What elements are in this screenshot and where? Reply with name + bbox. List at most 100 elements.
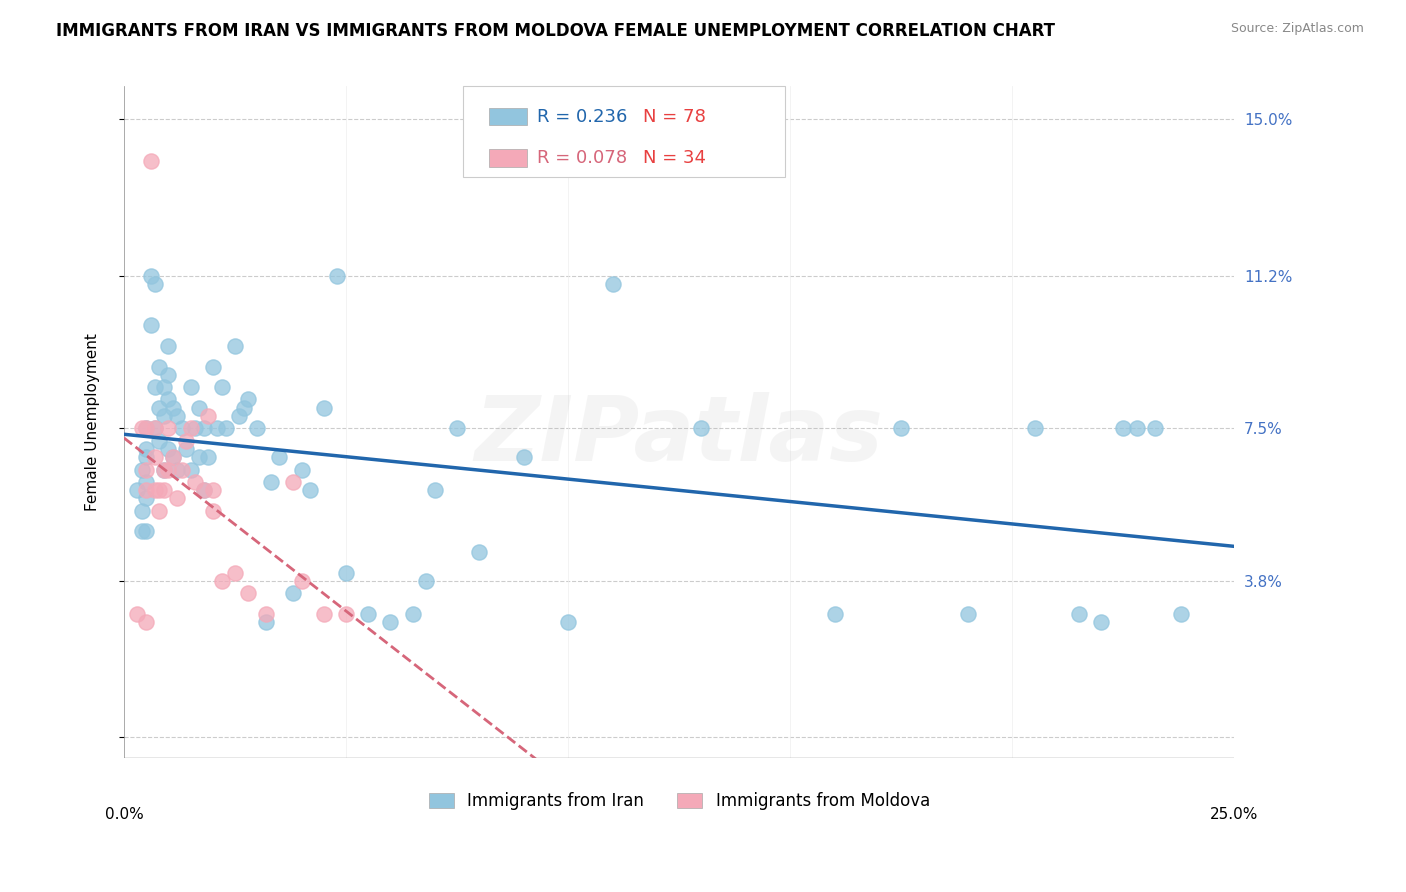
Point [205,421,228,435]
Point [174,442,197,456]
Point [148,504,170,518]
Point [291,462,314,476]
Point [135,421,157,435]
Point [246,421,269,435]
Point [201,504,224,518]
Point [135,421,157,435]
Point [166,491,188,506]
Point [281,586,304,600]
Point [1090,615,1112,629]
Point [143,277,166,292]
Point [135,475,157,489]
Point [423,483,446,497]
Point [131,462,153,476]
Point [127,607,149,621]
Point [228,409,250,423]
Point [269,450,291,465]
Point [153,483,176,497]
Point [127,483,149,497]
Point [1126,421,1149,435]
Point [193,483,215,497]
Point [357,607,380,621]
Point [135,524,157,539]
Y-axis label: Female Unemployment: Female Unemployment [86,334,100,511]
Point [166,462,188,476]
Point [170,462,193,476]
Point [148,434,170,448]
Point [401,607,423,621]
Text: IMMIGRANTS FROM IRAN VS IMMIGRANTS FROM MOLDOVA FEMALE UNEMPLOYMENT CORRELATION : IMMIGRANTS FROM IRAN VS IMMIGRANTS FROM … [56,22,1056,40]
Point [188,401,211,415]
Point [157,368,180,382]
Point [1112,421,1135,435]
Point [180,380,202,394]
Point [1143,421,1166,435]
Text: N = 78: N = 78 [643,108,706,126]
FancyBboxPatch shape [489,150,527,167]
Point [335,607,357,621]
Point [135,615,157,629]
Point [170,421,193,435]
Point [602,277,624,292]
Point [180,462,202,476]
Point [166,409,188,423]
Text: Source: ZipAtlas.com: Source: ZipAtlas.com [1230,22,1364,36]
Point [143,483,166,497]
Text: ZIPatlas: ZIPatlas [475,392,884,480]
Point [148,359,170,374]
Point [139,318,162,333]
Point [153,380,176,394]
Point [131,504,153,518]
Point [157,392,180,407]
Text: R = 0.236: R = 0.236 [537,108,627,126]
Point [135,491,157,506]
Point [193,421,215,435]
Point [197,409,219,423]
FancyBboxPatch shape [489,108,527,125]
Point [135,483,157,497]
Point [557,615,579,629]
Point [174,434,197,448]
Point [335,566,357,580]
Point [153,462,176,476]
Point [153,462,176,476]
Point [254,615,277,629]
Point [162,450,184,465]
Point [380,615,402,629]
Point [291,574,314,588]
Point [890,421,912,435]
Point [157,442,180,456]
Point [232,401,254,415]
Point [157,421,180,435]
Point [215,421,238,435]
Point [312,401,335,415]
Point [162,450,184,465]
Point [184,475,207,489]
Point [281,475,304,489]
Legend: Immigrants from Iran, Immigrants from Moldova: Immigrants from Iran, Immigrants from Mo… [422,785,936,817]
Point [201,359,224,374]
Point [238,392,260,407]
Point [956,607,979,621]
Point [157,462,180,476]
Point [135,462,157,476]
Point [201,483,224,497]
Point [512,450,534,465]
Point [299,483,322,497]
Text: 0.0%: 0.0% [104,807,143,822]
Point [188,450,211,465]
Point [1024,421,1046,435]
Point [197,450,219,465]
Point [139,268,162,283]
Point [148,483,170,497]
Point [326,268,349,283]
Point [690,421,713,435]
Point [824,607,846,621]
Point [415,574,437,588]
FancyBboxPatch shape [463,87,785,177]
Point [162,401,184,415]
Point [193,483,215,497]
Text: R = 0.078: R = 0.078 [537,149,627,167]
Point [143,421,166,435]
Point [1170,607,1192,621]
